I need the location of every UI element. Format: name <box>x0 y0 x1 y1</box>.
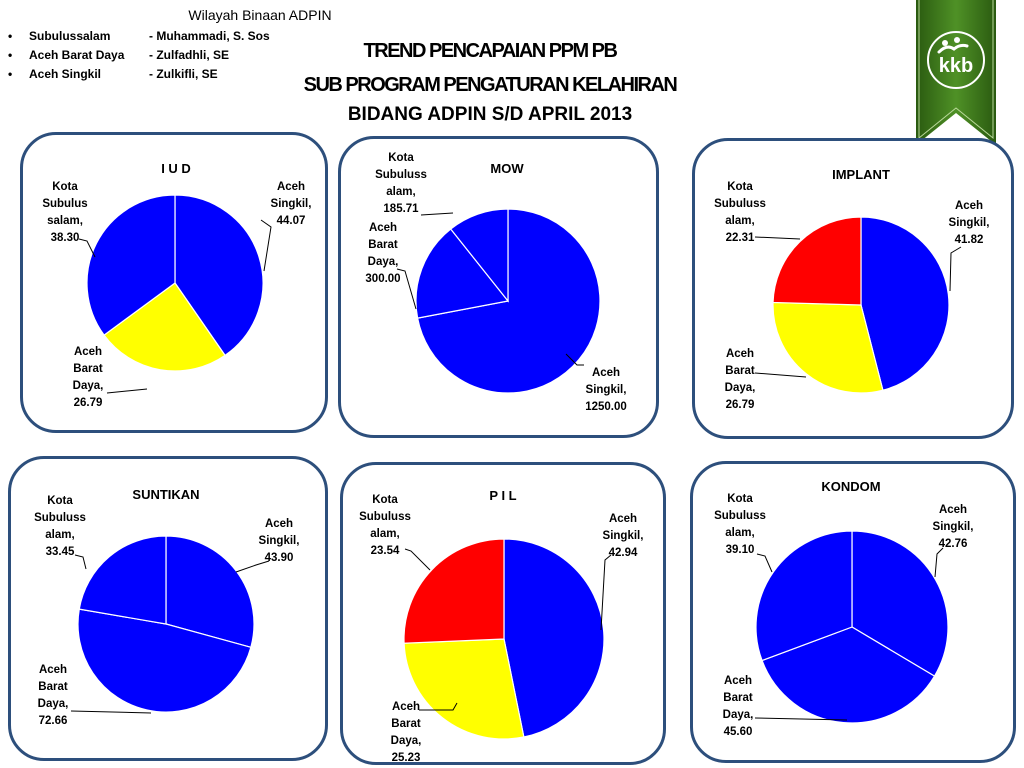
leader-line <box>600 554 612 631</box>
slice-label-aceh-barat-daya: Aceh Barat Daya, 45.60 <box>723 675 754 738</box>
main-title-line-3: BIDANG ADPIN S/D APRIL 2013 <box>347 104 633 125</box>
pie-slice-aceh-barat-daya <box>761 626 936 724</box>
leader-line <box>934 547 944 578</box>
slice-label-aceh-singkil: Aceh Singkil, 43.90 <box>259 518 300 564</box>
slice-label-aceh-singkil: Aceh Singkil, 1250.00 <box>585 367 627 413</box>
leader-line <box>754 236 801 240</box>
chart-title: P I L <box>489 488 516 503</box>
pie-svg: IMPLANT Aceh Singkil, 41.82 Aceh Barat Daya, 26… <box>714 167 990 411</box>
bullet: • <box>8 29 13 43</box>
leader-line <box>396 268 417 310</box>
slice-label-kota-subulussalam: Kota Subuluss alam, 33.45 <box>34 495 86 558</box>
slice-label-aceh-singkil: Aceh Singkil, 42.94 <box>603 513 644 559</box>
leader-line <box>260 219 272 272</box>
pie-slice-kota-subulussalam <box>78 535 167 625</box>
pie-slice-aceh-singkil <box>851 530 949 677</box>
slice-label-kota-subulussalam: Kota Subuluss alam, 39.10 <box>714 493 766 556</box>
pie-slice-aceh-barat-daya <box>415 228 510 319</box>
leader-line <box>754 372 807 378</box>
pie-slice-aceh-singkil <box>503 538 605 738</box>
pie-chart-kondom: KONDOM Aceh Singkil, 42.76 Aceh Barat Daya, 45.… <box>690 461 1016 763</box>
pie-slice-kota-subulussalam <box>772 216 862 306</box>
slice-label-aceh-barat-daya: Aceh Barat Daya, 72.66 <box>38 664 69 727</box>
main-title-line-2: SUB PROGRAM PENGATURAN KELAHIRAN <box>303 74 678 96</box>
pie-slice-aceh-barat-daya <box>103 282 226 372</box>
chart-title: KONDOM <box>821 479 880 494</box>
slice-label-aceh-barat-daya: Aceh Barat Daya, 26.79 <box>725 348 756 411</box>
chart-title: MOW <box>490 161 524 176</box>
slice-label-aceh-barat-daya: Aceh Barat Daya, 25.23 <box>391 701 422 764</box>
main-title-line-1: TREND PENCAPAIAN PPM PB <box>363 40 618 62</box>
slice-label-aceh-barat-daya: Aceh Barat Daya, 300.00 <box>365 222 400 285</box>
pie-chart-iud: I U D Aceh Singkil, 44.07 Aceh Barat Daya, 26.7… <box>20 132 328 433</box>
region-header-title: Wilayah Binaan ADPIN <box>188 7 332 23</box>
slice-label-kota-subulussalam: Kota Subuluss alam, 185.71 <box>375 152 427 215</box>
leader-line <box>949 246 962 292</box>
slice-label-aceh-singkil: Aceh Singkil, 41.82 <box>949 200 990 246</box>
slice-label-kota-subulussalam: Kota Subulus salam, 38.30 <box>42 181 87 244</box>
pie-svg: I U D Aceh Singkil, 44.07 Aceh Barat Daya, 26.7… <box>42 161 312 409</box>
region-person: - Zulfadhli, SE <box>149 48 229 62</box>
slice-label-aceh-barat-daya: Aceh Barat Daya, 26.79 <box>73 346 104 409</box>
leader-line <box>74 554 87 570</box>
pie-slice-aceh-barat-daya <box>772 301 884 394</box>
pie-svg: KONDOM Aceh Singkil, 42.76 Aceh Barat Daya, 45.… <box>714 479 974 738</box>
pie-slice-kota-subulussalam <box>449 208 509 303</box>
leader-line <box>756 553 773 573</box>
slice-label-kota-subulussalam: Kota Subuluss alam, 22.31 <box>714 181 766 244</box>
bullet: • <box>8 67 13 81</box>
pie-svg: MOW Aceh Singkil, 1250.00 Aceh Barat Daya, 300.… <box>365 152 627 413</box>
leader-line <box>235 560 270 573</box>
slice-label-kota-subulussalam: Kota Subuluss alam, 23.54 <box>359 494 411 557</box>
slice-label-aceh-singkil: Aceh Singkil, 42.76 <box>933 504 974 550</box>
region-name: Subulussalam <box>29 29 111 43</box>
leader-line <box>404 548 431 571</box>
pie-slice-aceh-singkil <box>860 216 950 391</box>
pie-svg: P I L Aceh Singkil, 42.94 Aceh Barat Daya, 25.2… <box>359 488 644 764</box>
pie-slice-aceh-singkil <box>416 208 601 394</box>
leader-line <box>754 717 848 721</box>
region-person: - Zulkifli, SE <box>149 67 218 81</box>
pie-chart-suntikan: SUNTIKAN Aceh Singkil, 43.90 Aceh Barat Daya, 7… <box>8 456 328 761</box>
chart-title: SUNTIKAN <box>132 487 199 502</box>
kkb-logo: kkb <box>913 0 999 152</box>
pie-slice-aceh-singkil <box>165 535 255 649</box>
pie-svg: SUNTIKAN Aceh Singkil, 43.90 Aceh Barat Daya, 7… <box>34 487 300 727</box>
pie-chart-mow: MOW Aceh Singkil, 1250.00 Aceh Barat Daya, 300.… <box>338 136 659 438</box>
pie-slice-aceh-singkil <box>174 194 264 357</box>
logo-text: kkb <box>939 55 973 77</box>
leader-line <box>70 710 152 714</box>
leader-line <box>419 702 458 711</box>
chart-title: IMPLANT <box>832 167 890 182</box>
slice-label-aceh-singkil: Aceh Singkil, 44.07 <box>271 181 312 227</box>
region-name: Aceh Barat Daya <box>29 48 125 62</box>
leader-line <box>78 238 96 258</box>
pie-slice-kota-subulussalam <box>403 538 505 644</box>
bullet: • <box>8 48 13 62</box>
leader-line <box>420 212 454 216</box>
leader-line <box>565 353 584 366</box>
region-person: - Muhammadi, S. Sos <box>149 29 270 43</box>
pie-slice-kota-subulussalam <box>86 194 176 336</box>
pie-slice-aceh-barat-daya <box>403 638 525 740</box>
pie-slice-aceh-barat-daya <box>77 608 252 713</box>
leader-line <box>106 388 148 394</box>
region-name: Aceh Singkil <box>29 67 102 81</box>
chart-title: I U D <box>161 161 191 176</box>
pie-slice-kota-subulussalam <box>755 530 853 662</box>
pie-chart-pil: P I L Aceh Singkil, 42.94 Aceh Barat Daya, 25.2… <box>340 462 666 765</box>
pie-chart-implant: IMPLANT Aceh Singkil, 41.82 Aceh Barat Daya, 26… <box>692 138 1014 439</box>
